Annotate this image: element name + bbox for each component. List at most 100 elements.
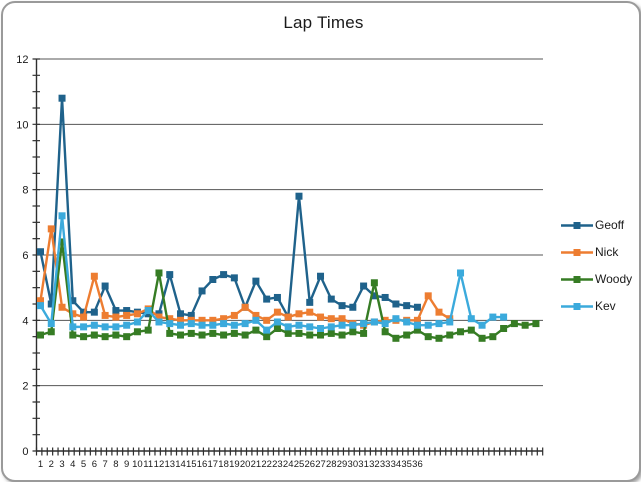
nick-marker [413, 316, 421, 324]
chart-title: Lap Times [283, 13, 364, 32]
nick-line-swatch-icon [561, 248, 593, 256]
geoff-marker [263, 295, 271, 303]
kev-marker [37, 302, 44, 310]
nick-marker [37, 297, 44, 305]
nick-marker [80, 313, 88, 321]
x-tick-label: 13 [164, 459, 175, 470]
woody-marker [252, 326, 260, 334]
x-tick-label: 33 [380, 459, 391, 470]
kev-marker [370, 318, 378, 326]
x-axis-labels: 1 2 3 4 5 6 7 8 9 10 11 12 13 14 15 16 17 18 19 20 21 22 23 24 2… [38, 459, 423, 470]
kev-marker [58, 212, 66, 220]
woody-marker [177, 331, 185, 339]
geoff-marker [306, 298, 314, 306]
y-tick-label: 4 [22, 315, 28, 327]
legend-label: Kev [595, 299, 616, 313]
nick-marker [273, 308, 281, 316]
x-tick-label: 20 [240, 459, 251, 470]
kev-marker [155, 318, 163, 326]
woody-marker [295, 329, 303, 337]
woody-marker [155, 269, 163, 277]
x-tick-label: 17 [208, 459, 219, 470]
x-tick-label: 3 [59, 459, 64, 470]
y-tick-label: 2 [22, 381, 28, 393]
kev-marker [489, 313, 497, 321]
geoff-marker [381, 293, 389, 301]
woody-marker [478, 334, 486, 342]
geoff-marker [360, 282, 368, 290]
geoff-marker [252, 277, 260, 285]
legend-item-geoff: Geoff [561, 218, 639, 232]
nick-marker [327, 315, 335, 323]
x-tick-label: 30 [348, 459, 359, 470]
x-tick-label: 5 [81, 459, 86, 470]
nick-marker [435, 308, 443, 316]
woody-marker [510, 320, 518, 328]
kev-marker [209, 321, 217, 329]
nick-marker [112, 313, 120, 321]
woody-marker [80, 333, 88, 341]
kev-marker [478, 321, 486, 329]
x-tick-label: 32 [369, 459, 380, 470]
nick-marker [69, 310, 77, 318]
geoff-marker [370, 292, 378, 300]
nick-marker [209, 316, 217, 324]
nick-marker [338, 315, 346, 323]
x-tick-label: 24 [283, 459, 294, 470]
kev-marker [403, 318, 411, 326]
geoff-marker [90, 308, 98, 316]
geoff-marker [392, 300, 400, 308]
nick-marker [306, 308, 314, 316]
woody-marker [198, 331, 206, 339]
kev-marker [220, 320, 228, 328]
geoff-marker [47, 300, 55, 308]
x-tick-label: 16 [197, 459, 208, 470]
woody-marker [500, 325, 508, 332]
geoff-marker [166, 271, 174, 279]
kev-marker [187, 320, 195, 328]
legend-item-kev: Kev [561, 299, 639, 313]
nick-marker [101, 311, 109, 319]
kev-marker [446, 318, 454, 326]
kev-marker [392, 315, 400, 323]
geoff-marker [403, 302, 411, 310]
kev-marker [338, 321, 346, 329]
kev-marker [69, 323, 77, 331]
kev-marker [349, 321, 357, 329]
kev-marker [306, 323, 314, 331]
kev-marker [295, 321, 303, 329]
series-woody [37, 238, 540, 342]
woody-marker [381, 328, 389, 336]
x-tick-label: 35 [401, 459, 412, 470]
kev-marker [144, 307, 152, 315]
geoff-marker [338, 302, 346, 310]
woody-marker [306, 331, 314, 339]
kev-marker [263, 326, 271, 334]
geoff-marker [112, 307, 120, 315]
x-tick-label: 18 [218, 459, 229, 470]
legend-item-nick: Nick [561, 245, 639, 259]
nick-marker [123, 311, 131, 319]
kev-marker [80, 323, 88, 331]
axes [32, 58, 544, 456]
woody-marker [209, 329, 217, 337]
woody-marker [317, 331, 325, 339]
nick-marker [198, 316, 206, 324]
kev-line-swatch-icon [561, 302, 593, 310]
x-tick-label: 6 [92, 459, 97, 470]
geoff-marker [349, 303, 357, 311]
nick-marker [177, 316, 185, 324]
kev-marker [467, 315, 475, 323]
kev-marker [413, 321, 421, 329]
geoff-marker [187, 311, 195, 319]
x-tick-label: 23 [272, 459, 283, 470]
woody-marker [413, 326, 421, 334]
x-tick-label: 21 [251, 459, 262, 470]
geoff-marker [80, 308, 88, 316]
x-tick-label: 12 [154, 459, 165, 470]
woody-marker [370, 279, 378, 287]
x-tick-label: 29 [337, 459, 348, 470]
nick-marker [166, 315, 174, 323]
series-nick [37, 225, 454, 329]
woody-marker [521, 321, 529, 329]
